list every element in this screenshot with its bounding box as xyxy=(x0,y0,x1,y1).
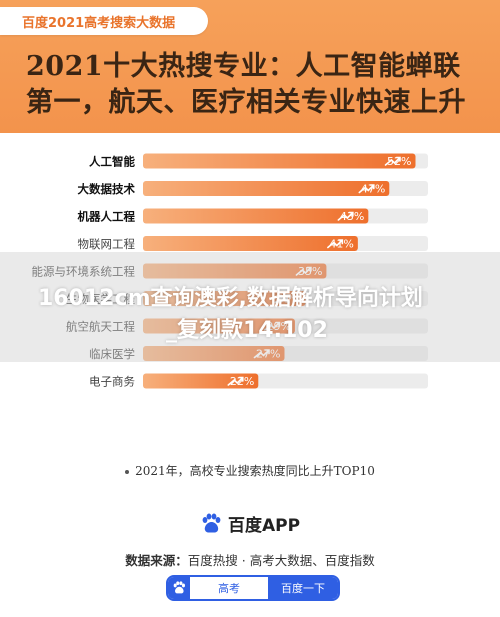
trend-up-icon xyxy=(264,321,281,331)
bar xyxy=(143,346,285,361)
category-label: 大数据技术 xyxy=(78,182,136,196)
category-label: 人工智能 xyxy=(89,155,135,169)
category-label: 电子商务 xyxy=(89,375,135,389)
brand-logo: 百度APP xyxy=(0,511,500,539)
source-label: 数据来源： xyxy=(125,553,188,568)
page-title-line-2: 第一，航天、医疗相关专业快速上升 xyxy=(26,87,466,118)
page-title-line-1: 2021十大热搜专业：人工智能蝉联 xyxy=(26,51,461,82)
trend-up-icon xyxy=(337,211,354,221)
category-label: 生物医学工程 xyxy=(66,292,135,306)
header-tag: 百度2021高考搜索大数据 xyxy=(0,7,208,35)
bullet-dot xyxy=(125,469,130,474)
baidu-paw-icon xyxy=(202,513,221,533)
baidu-search-pill[interactable]: 高考 百度一下 xyxy=(166,575,340,601)
value-label: 22% xyxy=(230,375,254,388)
value-label: 27% xyxy=(256,348,280,361)
category-label: 临床医学 xyxy=(89,347,135,361)
trend-up-icon xyxy=(274,294,291,304)
category-label: 机器人工程 xyxy=(78,210,136,224)
trend-up-icon xyxy=(295,266,312,276)
category-label: 航空航天工程 xyxy=(66,320,135,334)
pill-icon xyxy=(168,577,190,599)
category-label: 能源与环境系统工程 xyxy=(32,265,136,279)
header-tag-text: 百度2021高考搜索大数据 xyxy=(22,16,176,31)
value-label: 43% xyxy=(340,210,364,223)
value-label: 31% xyxy=(277,293,301,306)
footnote-text: 2021年，高校专业搜索热度同比上升TOP10 xyxy=(135,464,375,478)
chart-footnote: 2021年，高校专业搜索热度同比上升TOP10 xyxy=(0,462,500,479)
trend-up-icon xyxy=(253,349,270,359)
trend-up-icon xyxy=(384,156,401,166)
search-keyword[interactable]: 高考 xyxy=(190,577,268,599)
watermark-line-2: _复刻款14.102 xyxy=(166,318,328,343)
brand-name: 百度APP xyxy=(227,516,301,536)
data-source: 数据来源：百度热搜 · 高考大数据、百度指数 xyxy=(0,550,500,569)
trend-up-icon xyxy=(358,184,375,194)
bar xyxy=(143,291,306,306)
value-label: 35% xyxy=(298,265,322,278)
trend-up-icon xyxy=(227,376,244,386)
watermark-line-1: 16012cm查询澳彩,数据解析导向计划 xyxy=(38,286,423,311)
trend-up-icon xyxy=(327,239,344,249)
search-button[interactable]: 百度一下 xyxy=(268,577,338,599)
header-banner: 百度2021高考搜索大数据 2021十大热搜专业：人工智能蝉联 第一，航天、医疗… xyxy=(0,0,500,133)
value-label: 41% xyxy=(329,238,353,251)
category-label: 物联网工程 xyxy=(78,237,136,251)
bar xyxy=(143,263,327,279)
bar xyxy=(143,181,390,196)
value-label: 52% xyxy=(387,155,411,168)
value-label: 47% xyxy=(361,183,385,196)
bar-chart: 人工智能 52% 大数据技术 47% 机器人工程 43% 物联网工程 41% 能源与环境系统工程… xyxy=(32,153,428,389)
watermark-overlay: 16012cm查询澳彩,数据解析导向计划 _复刻款14.102 xyxy=(0,252,500,362)
baidu-paw-icon xyxy=(173,581,185,594)
source-text: 百度热搜 · 高考大数据、百度指数 xyxy=(187,553,375,568)
bar xyxy=(143,208,369,224)
bar xyxy=(143,236,358,251)
value-label: 29% xyxy=(267,320,291,333)
bar xyxy=(143,318,295,334)
bar xyxy=(143,153,416,169)
